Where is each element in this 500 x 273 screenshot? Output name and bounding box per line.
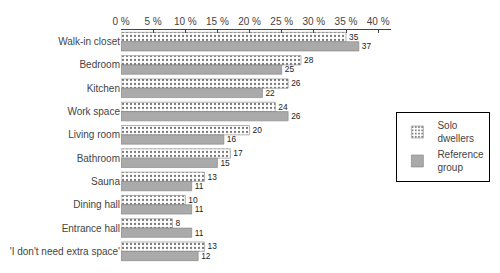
svg-text:'I don't need extra space': 'I don't need extra space' [10, 246, 120, 257]
svg-text:0 %: 0 % [112, 16, 129, 27]
svg-text:35: 35 [349, 32, 359, 42]
svg-text:Referencegroup: Referencegroup [437, 149, 484, 173]
svg-text:26: 26 [291, 78, 301, 88]
svg-text:Dining hall: Dining hall [73, 199, 120, 210]
svg-text:11: 11 [195, 228, 204, 238]
svg-text:10 %: 10 % [174, 16, 197, 27]
svg-text:Bedroom: Bedroom [79, 59, 120, 70]
svg-text:Solodwellers: Solodwellers [437, 120, 474, 144]
svg-text:22: 22 [265, 88, 275, 98]
svg-text:30 %: 30 % [302, 16, 325, 27]
svg-text:40 %: 40 % [367, 16, 390, 27]
svg-text:37: 37 [362, 41, 372, 51]
svg-text:26: 26 [291, 111, 301, 121]
svg-text:Living room: Living room [68, 129, 120, 140]
svg-text:25 %: 25 % [270, 16, 293, 27]
svg-text:5 %: 5 % [145, 16, 162, 27]
svg-text:20 %: 20 % [238, 16, 261, 27]
svg-text:17: 17 [233, 148, 243, 158]
svg-text:28: 28 [304, 55, 314, 65]
svg-text:10: 10 [188, 195, 198, 205]
svg-text:Bathroom: Bathroom [77, 153, 120, 164]
svg-text:8: 8 [175, 218, 180, 228]
svg-text:11: 11 [195, 181, 204, 191]
svg-text:11: 11 [195, 204, 204, 214]
svg-text:Work space: Work space [67, 106, 120, 117]
svg-text:16: 16 [227, 134, 237, 144]
svg-text:24: 24 [278, 102, 288, 112]
svg-text:15 %: 15 % [206, 16, 229, 27]
svg-text:25: 25 [285, 64, 295, 74]
svg-text:Entrance hall: Entrance hall [62, 223, 120, 234]
svg-text:12: 12 [201, 251, 211, 261]
svg-text:Sauna: Sauna [91, 176, 120, 187]
svg-text:13: 13 [208, 172, 218, 182]
svg-text:15: 15 [220, 158, 230, 168]
svg-text:Walk-in closet: Walk-in closet [58, 36, 120, 47]
svg-text:13: 13 [208, 241, 218, 251]
svg-text:20: 20 [253, 125, 263, 135]
svg-text:35 %: 35 % [335, 16, 358, 27]
svg-text:Kitchen: Kitchen [87, 83, 120, 94]
